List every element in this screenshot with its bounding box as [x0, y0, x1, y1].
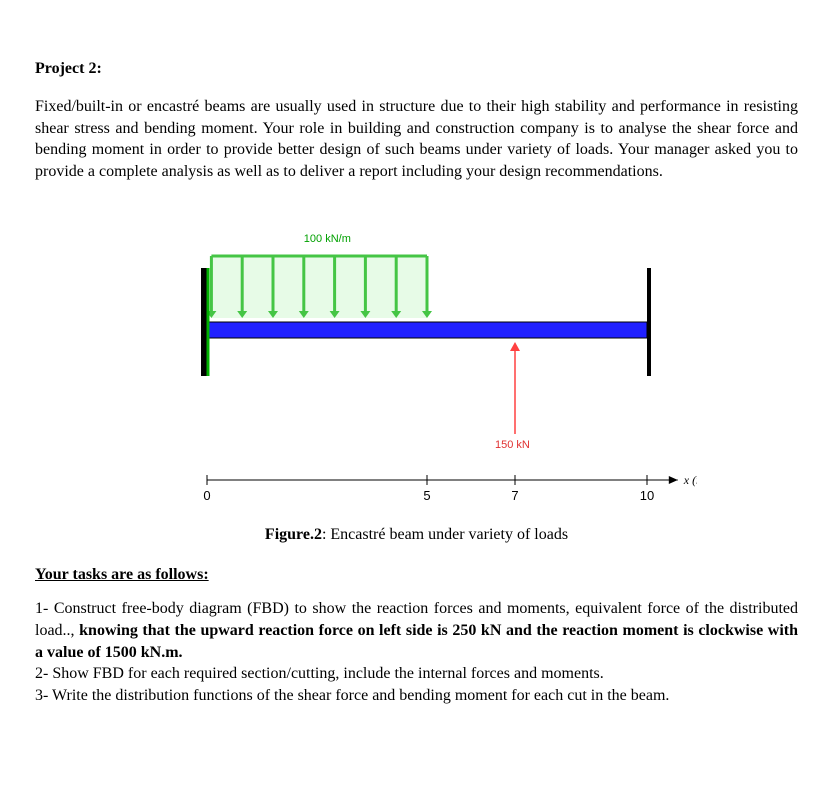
task-1-bold: knowing that the upward reaction force o… — [35, 622, 798, 661]
svg-text:100 kN/m: 100 kN/m — [303, 233, 350, 245]
svg-text:7: 7 — [511, 488, 518, 503]
svg-text:x (m): x (m) — [682, 473, 696, 487]
task-2: 2- Show FBD for each required section/cu… — [35, 663, 798, 685]
intro-paragraph: Fixed/built-in or encastré beams are usu… — [35, 96, 798, 182]
task-3: 3- Write the distribution functions of t… — [35, 685, 798, 707]
svg-text:5: 5 — [423, 488, 430, 503]
tasks-heading: Your tasks are as follows: — [35, 566, 798, 584]
project-title: Project 2: — [35, 60, 798, 78]
figure-caption: Figure.2: Encastré beam under variety of… — [265, 526, 568, 544]
figure-caption-label: Figure.2 — [265, 526, 322, 543]
svg-text:0: 0 — [203, 488, 210, 503]
task-1: 1- Construct free-body diagram (FBD) to … — [35, 598, 798, 663]
beam-diagram: 100 kN/m 150 kN 0 5 7 10 x (m) — [137, 212, 697, 512]
svg-text:10: 10 — [639, 488, 653, 503]
figure-caption-text: : Encastré beam under variety of loads — [322, 526, 568, 543]
figure-container: 100 kN/m 150 kN 0 5 7 10 x (m) Figure.2: Encas… — [35, 212, 798, 544]
svg-text:150 kN: 150 kN — [495, 439, 530, 451]
